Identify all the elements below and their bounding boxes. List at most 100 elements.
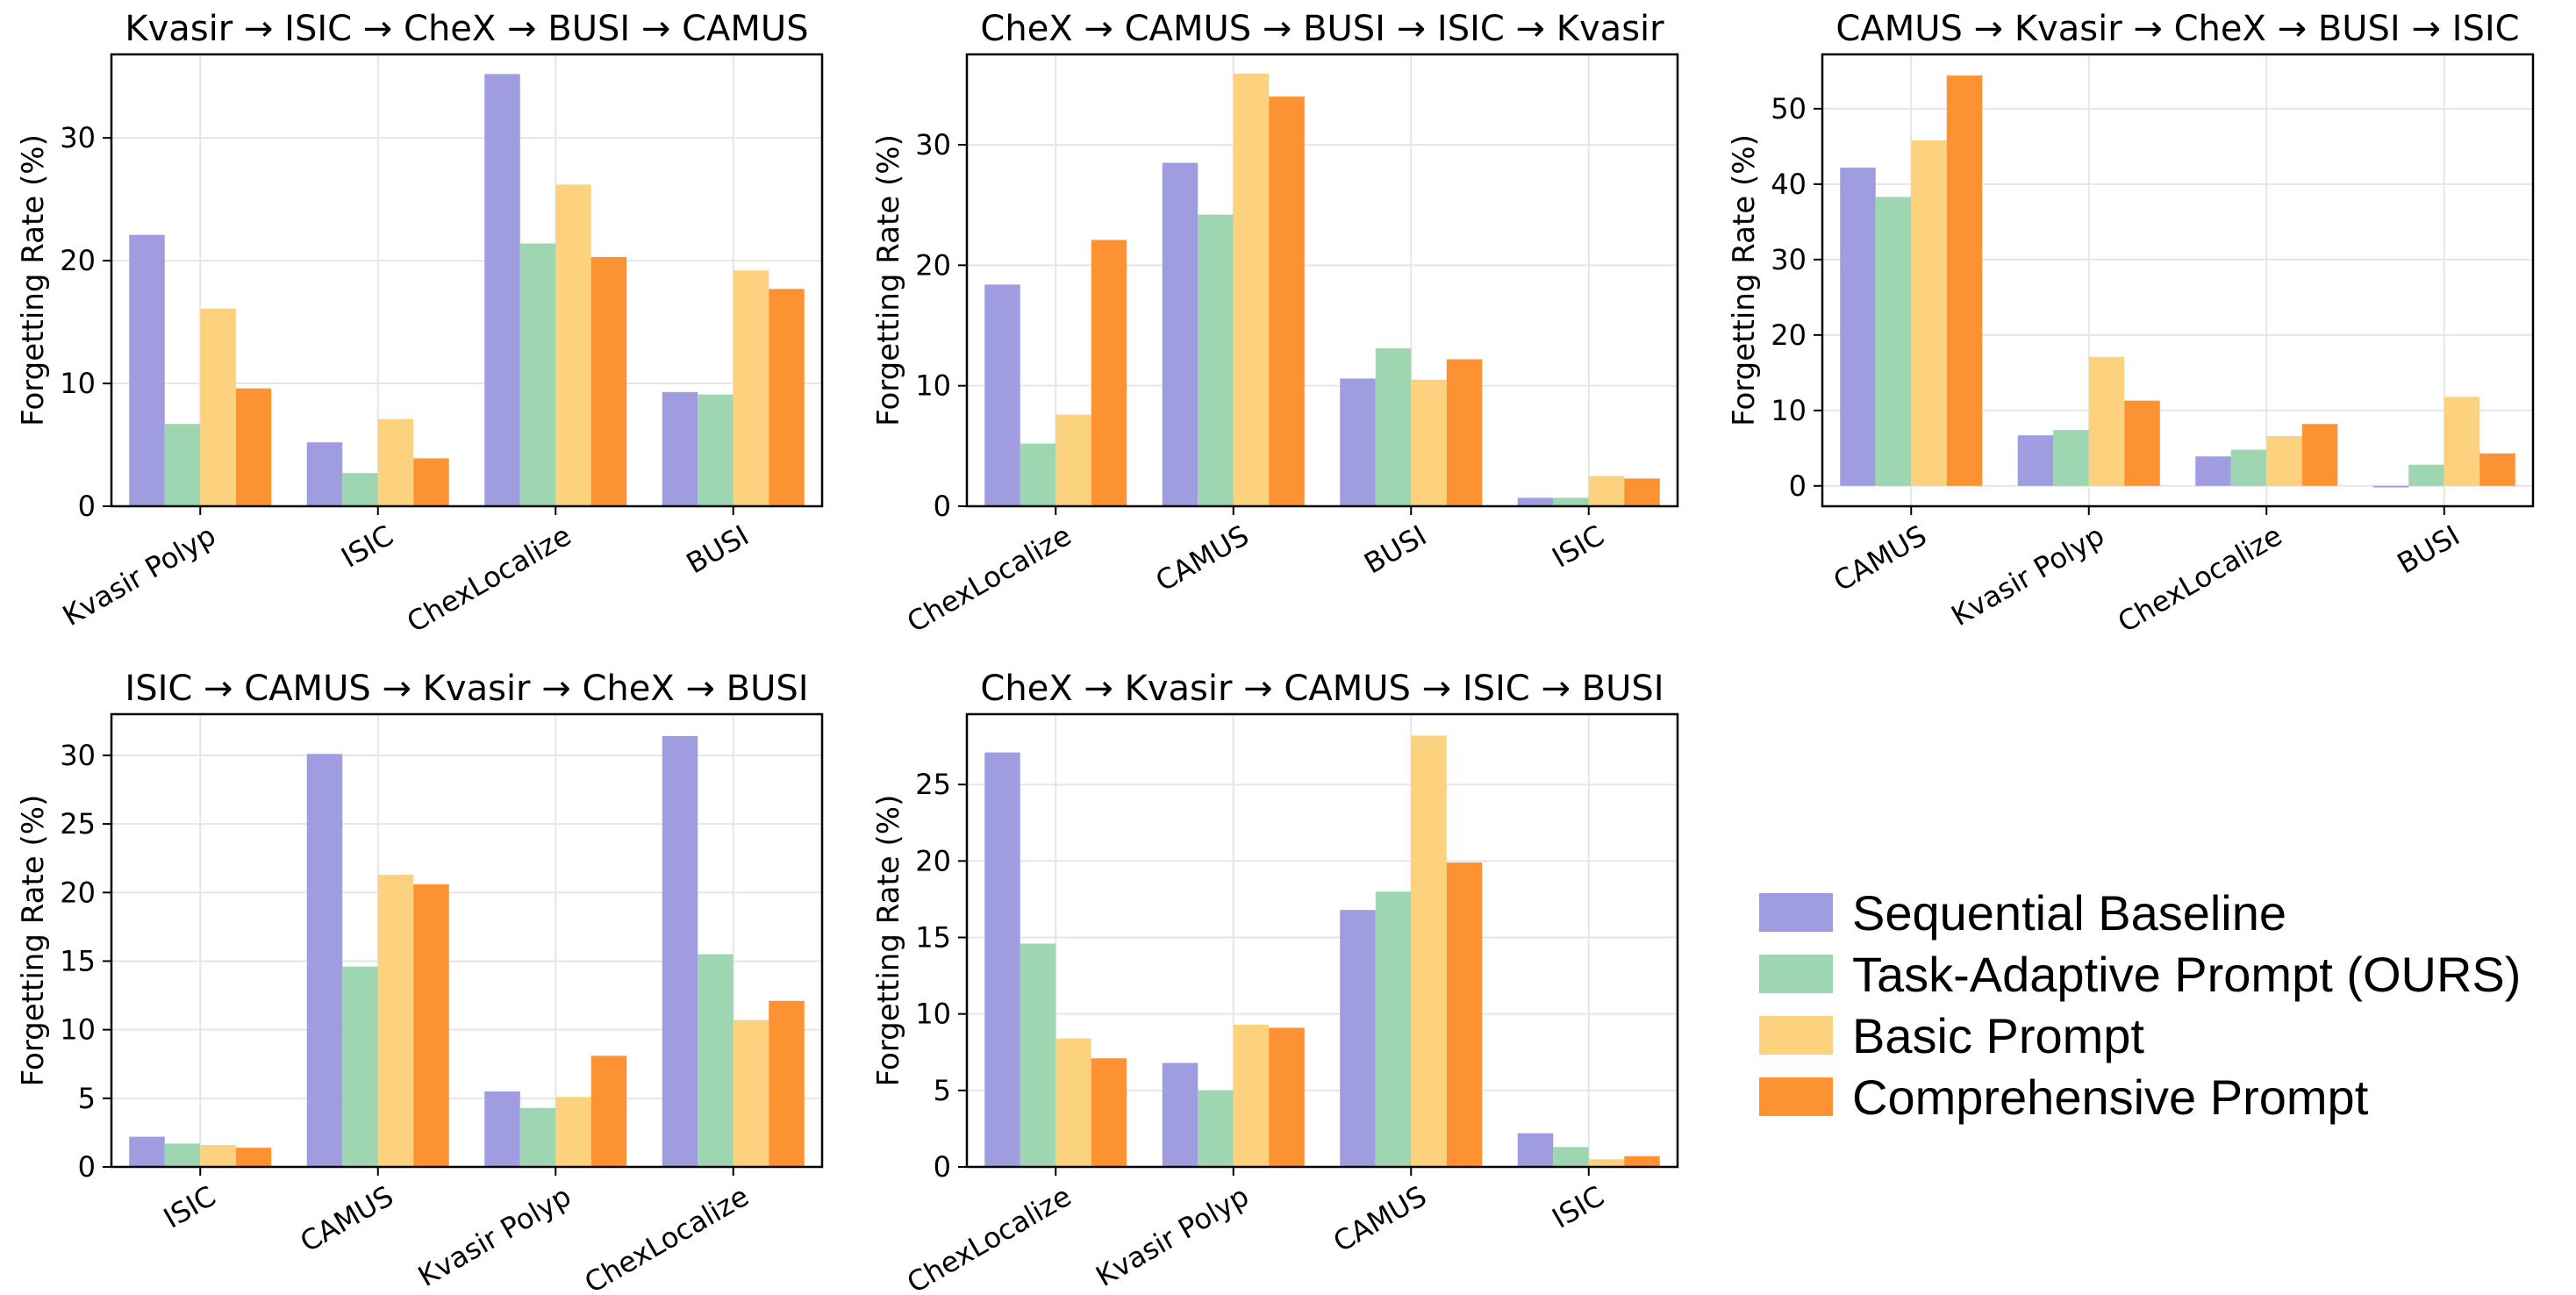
- chart-title: CheX → Kvasir → CAMUS → ISIC → BUSI: [980, 669, 1664, 709]
- y-tick-label: 0: [934, 490, 951, 523]
- bar-basic-prompt-busi: [1411, 379, 1447, 506]
- chart-panel-1: 0 10 20 30 Kvasir Polyp ISIC ChexLocalize BUSI K…: [16, 9, 824, 639]
- axes-frame: [1821, 53, 2535, 508]
- bar-comprehensive-prompt-camus: [1269, 97, 1305, 507]
- y-tick-label: 10: [60, 1013, 96, 1047]
- x-tick-label: BUSI: [2392, 519, 2465, 580]
- bar-sequential-baseline-kvasir-polyp: [1162, 1062, 1199, 1167]
- y-tick-label: 30: [915, 128, 951, 161]
- bar-sequential-baseline-chexlocalize: [2195, 456, 2231, 486]
- legend-label-basic-prompt: Basic Prompt: [1852, 1007, 2144, 1063]
- bar-comprehensive-prompt-chexlocalize: [1091, 240, 1127, 506]
- bar-sequential-baseline-busi: [2372, 485, 2409, 488]
- bar-sequential-baseline-chexlocalize: [984, 284, 1020, 506]
- chart-title: CAMUS → Kvasir → CheX → BUSI → ISIC: [1835, 9, 2519, 49]
- x-tick-label: CAMUS: [1150, 519, 1255, 598]
- bar-basic-prompt-kvasir-polyp: [555, 1097, 591, 1167]
- y-tick-label: 25: [60, 807, 96, 841]
- x-tick-label: ISIC: [1546, 1179, 1609, 1235]
- bar-comprehensive-prompt-chexlocalize: [1091, 1058, 1127, 1167]
- y-tick-label: 25: [915, 768, 951, 801]
- bar-basic-prompt-camus: [1411, 735, 1447, 1167]
- bar-comprehensive-prompt-isic: [1624, 478, 1660, 506]
- bar-sequential-baseline-camus: [1162, 162, 1199, 506]
- bar-basic-prompt-chexlocalize: [733, 1020, 769, 1167]
- bar-task-adaptive-prompt-ours-busi: [698, 394, 733, 506]
- y-axis-label: Forgetting Rate (%): [871, 795, 906, 1087]
- chart-title: CheX → CAMUS → BUSI → ISIC → Kvasir: [980, 9, 1664, 49]
- y-tick-label: 5: [934, 1074, 951, 1107]
- x-tick-label: ChexLocalize: [901, 519, 1077, 639]
- bar-basic-prompt-camus: [377, 874, 414, 1167]
- x-tick-label: CAMUS: [1327, 1179, 1432, 1259]
- bar-basic-prompt-chexlocalize: [1055, 1038, 1091, 1167]
- legend-swatch-task-adaptive-prompt: [1759, 955, 1833, 993]
- chart-panel-3: 0 10 20 30 40 50 CAMUS Kvasir Polyp ChexLocalize…: [1727, 9, 2535, 639]
- legend: Sequential Baseline Task-Adaptive Prompt…: [1759, 882, 2521, 1127]
- bar-basic-prompt-isic: [200, 1144, 236, 1167]
- bar-comprehensive-prompt-chexlocalize: [2301, 424, 2338, 486]
- bar-task-adaptive-prompt-ours-isic: [1553, 497, 1589, 506]
- bar-basic-prompt-isic: [1588, 1159, 1625, 1167]
- x-tick-label: Kvasir Polyp: [412, 1179, 576, 1293]
- axes-frame: [965, 53, 1679, 508]
- bar-basic-prompt-busi: [733, 270, 769, 506]
- axes-frame: [110, 712, 824, 1169]
- bar-sequential-baseline-chexlocalize: [662, 736, 698, 1167]
- bar-task-adaptive-prompt-ours-kvasir-polyp: [2053, 430, 2089, 486]
- x-tick-label: Kvasir Polyp: [57, 519, 221, 633]
- y-tick-label: 10: [1771, 394, 1807, 427]
- chart-panel-2: 0 10 20 30 ChexLocalize CAMUS BUSI ISIC CheX → C…: [871, 9, 1679, 639]
- bar-basic-prompt-kvasir-polyp: [200, 308, 236, 506]
- bar-sequential-baseline-busi: [662, 391, 698, 506]
- bar-task-adaptive-prompt-ours-camus: [342, 966, 378, 1167]
- chart-title: ISIC → CAMUS → Kvasir → CheX → BUSI: [125, 669, 808, 709]
- legend-label-task-adaptive-prompt: Task-Adaptive Prompt (OURS): [1852, 946, 2522, 1002]
- bar-sequential-baseline-isic: [1517, 1133, 1554, 1167]
- x-tick-label: CAMUS: [295, 1179, 399, 1259]
- bar-comprehensive-prompt-kvasir-polyp: [1269, 1027, 1305, 1167]
- axes-frame: [965, 712, 1679, 1169]
- y-axis-label: Forgetting Rate (%): [16, 795, 51, 1087]
- bar-sequential-baseline-camus: [1840, 167, 1876, 486]
- chart-panel-5: 0 5 10 15 20 25 ChexLocalize Kvasir Polyp CAMUS I…: [871, 669, 1679, 1295]
- bar-basic-prompt-isic: [1588, 476, 1625, 506]
- bar-basic-prompt-kvasir-polyp: [2088, 356, 2125, 486]
- bar-task-adaptive-prompt-ours-chexlocalize: [698, 954, 733, 1167]
- bar-basic-prompt-chexlocalize: [2266, 436, 2302, 486]
- y-axis-label: Forgetting Rate (%): [16, 134, 51, 426]
- bar-task-adaptive-prompt-ours-camus: [1375, 891, 1412, 1167]
- bar-task-adaptive-prompt-ours-busi: [1375, 348, 1412, 506]
- bar-basic-prompt-chexlocalize: [1055, 414, 1091, 506]
- bar-comprehensive-prompt-isic: [235, 1148, 272, 1167]
- bar-basic-prompt-isic: [377, 419, 414, 506]
- bar-comprehensive-prompt-busi: [769, 289, 805, 506]
- bar-sequential-baseline-chexlocalize: [484, 74, 520, 507]
- bar-comprehensive-prompt-kvasir-polyp: [590, 1055, 627, 1167]
- bar-comprehensive-prompt-isic: [1624, 1155, 1660, 1167]
- bar-sequential-baseline-kvasir-polyp: [484, 1091, 520, 1167]
- bar-task-adaptive-prompt-ours-camus: [1198, 214, 1234, 507]
- legend-item-comprehensive-prompt: Comprehensive Prompt: [1759, 1066, 2521, 1127]
- legend-item-sequential-baseline: Sequential Baseline: [1759, 882, 2521, 943]
- bar-task-adaptive-prompt-ours-camus: [1875, 197, 1912, 486]
- bar-comprehensive-prompt-camus: [1446, 862, 1483, 1167]
- legend-label-sequential-baseline: Sequential Baseline: [1852, 884, 2287, 941]
- bar-comprehensive-prompt-kvasir-polyp: [2124, 400, 2160, 486]
- bar-sequential-baseline-isic: [1517, 497, 1554, 506]
- bar-task-adaptive-prompt-ours-kvasir-polyp: [164, 424, 201, 506]
- axes-frame: [110, 53, 824, 508]
- bar-task-adaptive-prompt-ours-chexlocalize: [1020, 943, 1056, 1167]
- legend-label-comprehensive-prompt: Comprehensive Prompt: [1852, 1069, 2369, 1125]
- x-tick-label: ChexLocalize: [901, 1179, 1077, 1295]
- bar-comprehensive-prompt-camus: [1946, 75, 1983, 486]
- legend-item-basic-prompt: Basic Prompt: [1759, 1005, 2521, 1066]
- y-tick-label: 0: [78, 1150, 96, 1184]
- bar-sequential-baseline-camus: [306, 754, 343, 1167]
- x-tick-label: Kvasir Polyp: [1945, 519, 2109, 633]
- bar-sequential-baseline-camus: [1340, 910, 1376, 1167]
- legend-swatch-basic-prompt: [1759, 1016, 1833, 1055]
- x-tick-label: ChexLocalize: [401, 519, 576, 639]
- chart-panel-4: 0 5 10 15 20 25 30 ISIC CAMUS Kvasir Polyp ChexLoc…: [16, 669, 824, 1295]
- y-tick-label: 0: [78, 490, 96, 523]
